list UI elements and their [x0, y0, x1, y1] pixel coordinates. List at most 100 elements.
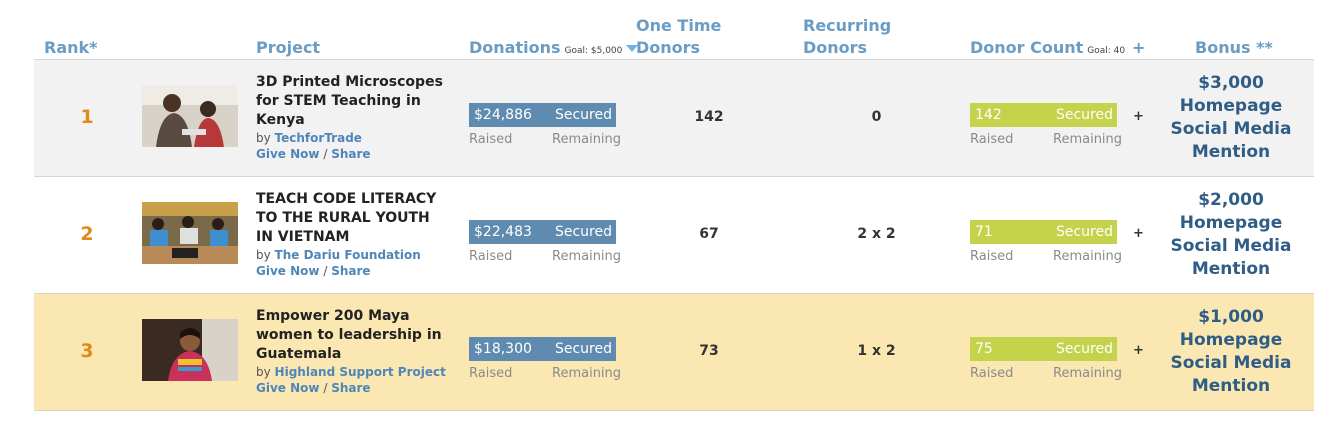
by-label: by: [256, 248, 271, 262]
give-now-link[interactable]: Give Now: [256, 264, 320, 278]
donations-bar: $22,483 Secured: [469, 220, 616, 244]
by-label: by: [256, 365, 271, 379]
one-time-donors-value: 73: [699, 343, 719, 359]
by-label: by: [256, 131, 271, 145]
header-donor-count: Donor Count Goal: 40: [970, 37, 1125, 62]
bonus-info: $1,000 Homepage Social Media Mention: [1164, 306, 1298, 398]
project-thumbnail[interactable]: [142, 202, 238, 264]
remaining-label: Remaining: [552, 366, 622, 381]
share-link[interactable]: Share: [331, 147, 371, 161]
plus-sign: +: [1133, 226, 1144, 241]
project-thumbnail[interactable]: [142, 85, 238, 147]
bonus-amount: $3,000: [1198, 73, 1264, 93]
project-title[interactable]: 3D Printed Microscopes for STEM Teaching…: [256, 74, 443, 128]
donor-count-secured-label: Secured: [1055, 107, 1113, 123]
raised-label: Raised: [469, 366, 513, 381]
org-link[interactable]: Highland Support Project: [274, 365, 446, 379]
rank-number: 1: [80, 106, 94, 128]
recurring-donors-value: 2 x 2: [857, 226, 896, 242]
header-donations-label: Donations: [469, 38, 561, 57]
donor-count-value: 71: [975, 224, 993, 240]
org-link[interactable]: TechforTrade: [274, 131, 362, 145]
table-row: 1 3D Printed Microscopes for STEM Teachi…: [34, 59, 1314, 176]
bonus-amount: $2,000: [1198, 190, 1264, 210]
rank-number: 2: [80, 223, 94, 245]
project-actions: Give Now / Share: [256, 380, 446, 396]
recurring-donors-value: 1 x 2: [857, 343, 896, 359]
donor-count-value: 75: [975, 341, 993, 357]
header-one-time-line2: Donors: [636, 38, 701, 57]
donations-goal: Goal: $5,000: [564, 46, 623, 56]
bonus-mention: Mention: [1191, 142, 1271, 162]
donations-bar: $24,886 Secured: [469, 103, 616, 127]
donor-count-bar: 75 Secured: [970, 337, 1117, 361]
share-link[interactable]: Share: [331, 381, 371, 395]
one-time-donors-value: 67: [699, 226, 719, 242]
rank-number: 3: [80, 340, 94, 362]
donations-raised-value: $24,886: [474, 107, 532, 123]
table-row: 3 Empower 200 Maya women to leadership i…: [34, 293, 1314, 411]
raised-label: Raised: [970, 249, 1014, 264]
action-separator: /: [323, 381, 328, 395]
header-donor-count-label: Donor Count: [970, 38, 1084, 57]
plus-sign: +: [1133, 109, 1144, 124]
donations-raised-value: $22,483: [474, 224, 532, 240]
bonus-amount: $1,000: [1198, 307, 1264, 327]
action-separator: /: [323, 264, 328, 278]
project-byline: by TechforTrade: [256, 130, 446, 146]
header-one-time-donors: One Time Donors: [636, 15, 721, 59]
bonus-homepage: Homepage: [1179, 213, 1283, 233]
bonus-social-media: Social Media: [1170, 353, 1292, 373]
bonus-mention: Mention: [1191, 376, 1271, 396]
sort-descending-icon[interactable]: [626, 45, 639, 52]
remaining-label: Remaining: [1053, 366, 1123, 381]
raised-label: Raised: [970, 366, 1014, 381]
action-separator: /: [323, 147, 328, 161]
bonus-social-media: Social Media: [1170, 119, 1292, 139]
bonus-info: $3,000 Homepage Social Media Mention: [1164, 72, 1298, 164]
donor-count-secured-label: Secured: [1055, 341, 1113, 357]
remaining-label: Remaining: [1053, 132, 1123, 147]
donations-raised-value: $18,300: [474, 341, 532, 357]
header-bonus: Bonus **: [1195, 38, 1273, 57]
project-byline: by Highland Support Project: [256, 364, 446, 380]
project-title[interactable]: Empower 200 Maya women to leadership in …: [256, 308, 442, 362]
give-now-link[interactable]: Give Now: [256, 147, 320, 161]
share-link[interactable]: Share: [331, 264, 371, 278]
donations-bar: $18,300 Secured: [469, 337, 616, 361]
raised-label: Raised: [469, 249, 513, 264]
project-info: 3D Printed Microscopes for STEM Teaching…: [256, 73, 446, 162]
header-recurring-line1: Recurring: [803, 16, 892, 35]
bonus-homepage: Homepage: [1179, 96, 1283, 116]
project-info: TEACH CODE LITERACY TO THE RURAL YOUTH I…: [256, 190, 446, 279]
donations-secured-label: Secured: [554, 341, 612, 357]
org-link[interactable]: The Dariu Foundation: [274, 248, 421, 262]
give-now-link[interactable]: Give Now: [256, 381, 320, 395]
donor-count-goal: Goal: 40: [1087, 46, 1126, 56]
remaining-label: Remaining: [552, 249, 622, 264]
header-one-time-line1: One Time: [636, 16, 722, 35]
remaining-label: Remaining: [1053, 249, 1123, 264]
donations-secured-label: Secured: [554, 107, 612, 123]
header-donations[interactable]: Donations Goal: $5,000: [469, 37, 639, 62]
project-byline: by The Dariu Foundation: [256, 247, 446, 263]
donor-count-bar: 71 Secured: [970, 220, 1117, 244]
project-actions: Give Now / Share: [256, 146, 446, 162]
header-project: Project: [256, 38, 321, 57]
header-recurring-donors: Recurring Donors: [803, 15, 891, 59]
project-info: Empower 200 Maya women to leadership in …: [256, 307, 446, 396]
plus-sign: +: [1133, 343, 1144, 358]
project-actions: Give Now / Share: [256, 263, 446, 279]
project-title[interactable]: TEACH CODE LITERACY TO THE RURAL YOUTH I…: [256, 191, 437, 245]
bonus-mention: Mention: [1191, 259, 1271, 279]
donor-count-value: 142: [975, 107, 1002, 123]
donor-count-secured-label: Secured: [1055, 224, 1113, 240]
raised-label: Raised: [970, 132, 1014, 147]
bonus-info: $2,000 Homepage Social Media Mention: [1164, 189, 1298, 281]
table-row: 2 TEACH CODE LITERACY TO THE RURAL YOUTH…: [34, 176, 1314, 293]
one-time-donors-value: 142: [694, 109, 724, 125]
bonus-homepage: Homepage: [1179, 330, 1283, 350]
project-thumbnail[interactable]: [142, 319, 238, 381]
header-recurring-line2: Donors: [803, 38, 868, 57]
bonus-social-media: Social Media: [1170, 236, 1292, 256]
